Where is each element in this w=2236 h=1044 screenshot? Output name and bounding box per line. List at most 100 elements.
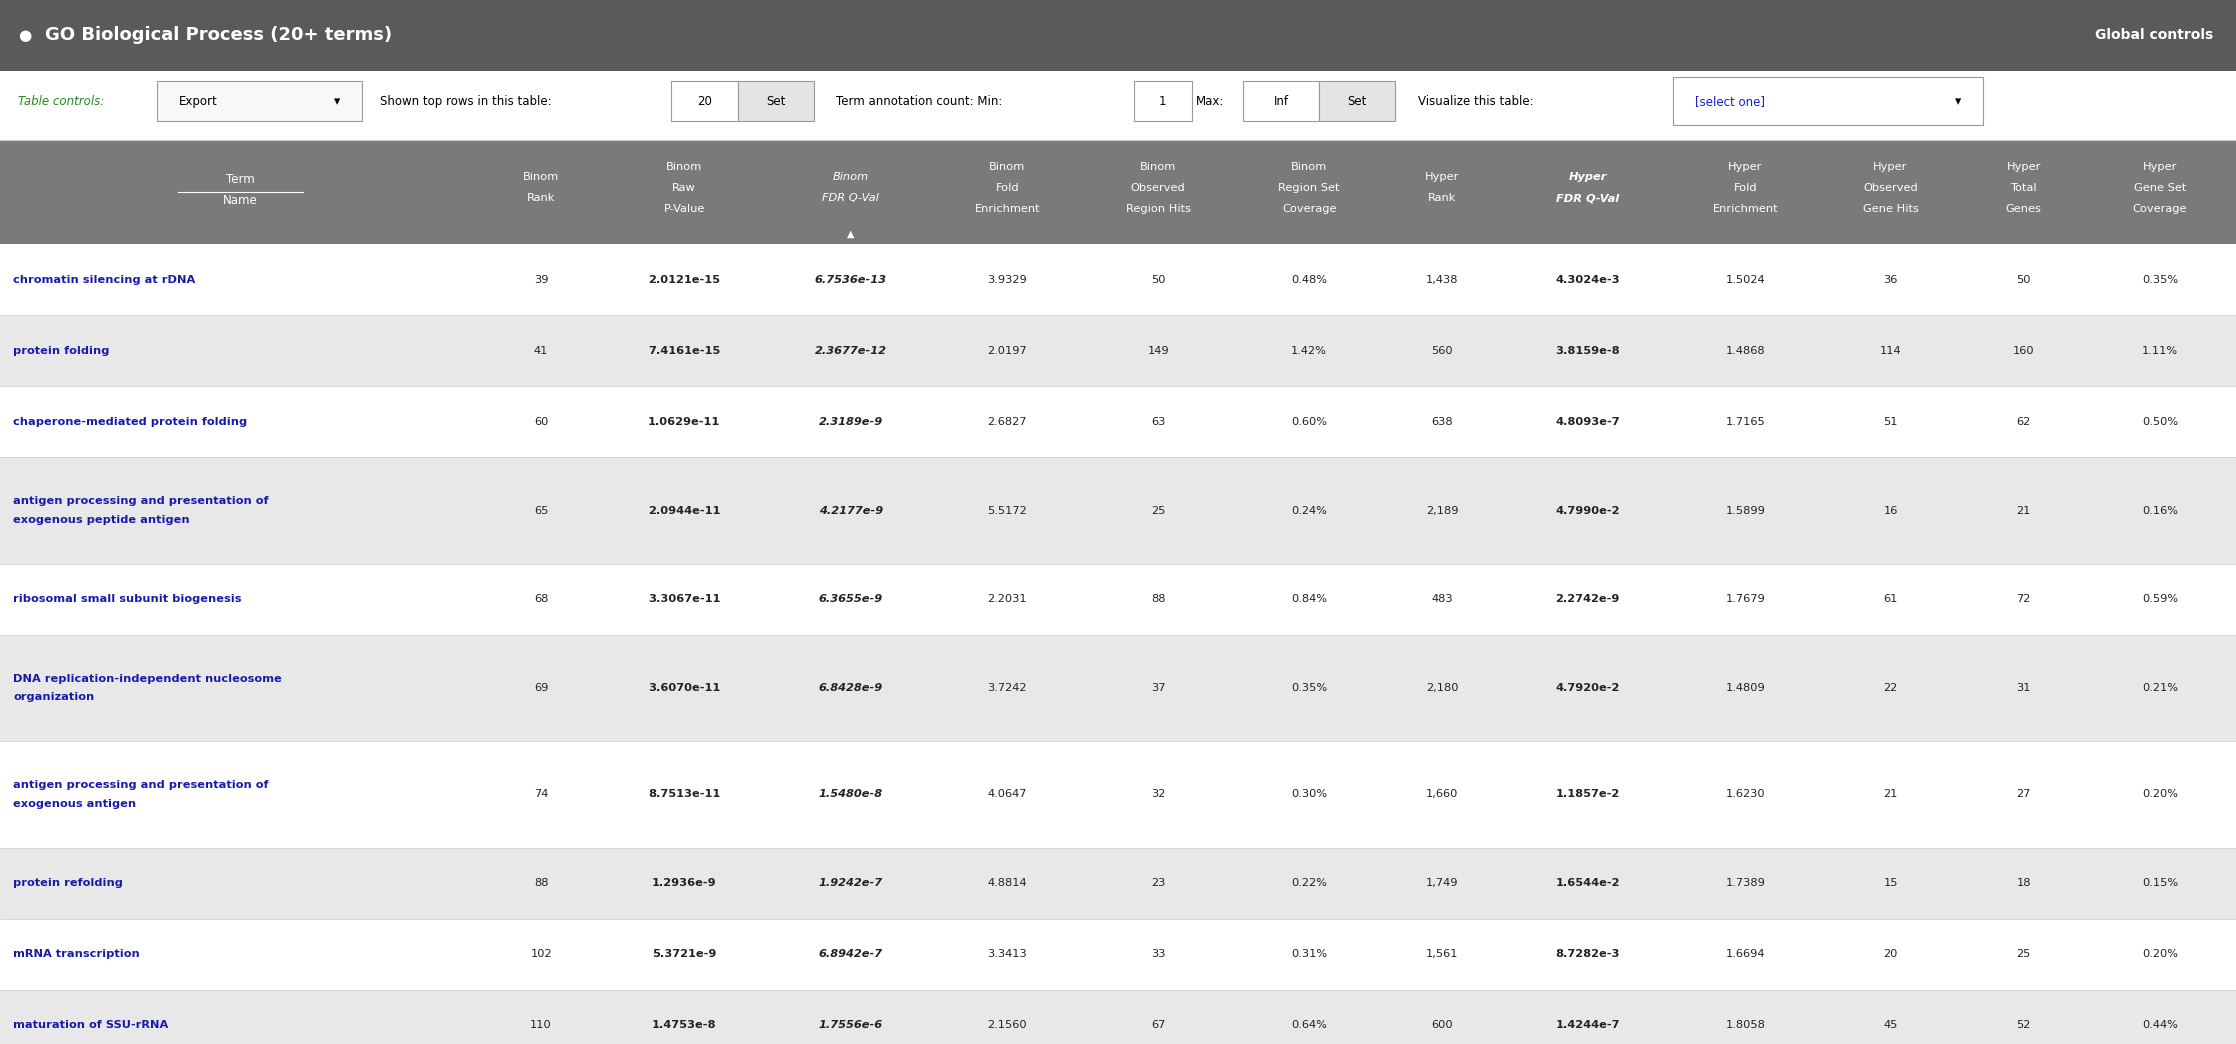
Text: Binom: Binom [523,172,559,183]
Text: Term annotation count: Min:: Term annotation count: Min: [836,95,1002,108]
Text: Hyper: Hyper [2006,162,2041,172]
Text: 1,660: 1,660 [1427,789,1458,800]
Text: 483: 483 [1431,594,1453,604]
Text: 4.2177e-9: 4.2177e-9 [818,505,883,516]
Text: 2.0944e-11: 2.0944e-11 [648,505,720,516]
Text: exogenous peptide antigen: exogenous peptide antigen [13,515,190,525]
Text: 1,749: 1,749 [1427,878,1458,888]
Text: GO Biological Process (20+ terms): GO Biological Process (20+ terms) [45,26,391,45]
Text: 102: 102 [530,949,552,959]
Text: Binom: Binom [832,172,870,183]
Text: protein folding: protein folding [13,346,110,356]
Text: 23: 23 [1152,878,1165,888]
Text: 110: 110 [530,1020,552,1030]
Text: DNA replication-independent nucleosome: DNA replication-independent nucleosome [13,673,282,684]
FancyBboxPatch shape [738,81,814,121]
Text: Hyper: Hyper [1874,162,1907,172]
Text: 3.8159e-8: 3.8159e-8 [1556,346,1619,356]
Text: 0.48%: 0.48% [1290,275,1328,285]
Text: chromatin silencing at rDNA: chromatin silencing at rDNA [13,275,197,285]
Text: 1.5899: 1.5899 [1726,505,1764,516]
Text: 1.4809: 1.4809 [1726,683,1764,693]
Text: Total: Total [2010,183,2037,193]
Text: 16: 16 [1883,505,1898,516]
Text: Export: Export [179,95,217,108]
FancyBboxPatch shape [0,0,2236,71]
Text: Binom: Binom [988,162,1026,172]
Text: Rank: Rank [1429,193,1456,204]
Text: 0.64%: 0.64% [1290,1020,1328,1030]
Text: 63: 63 [1152,417,1165,427]
Text: 2.2742e-9: 2.2742e-9 [1556,594,1619,604]
FancyBboxPatch shape [0,457,2236,564]
Text: chaperone-mediated protein folding: chaperone-mediated protein folding [13,417,248,427]
Text: 1,561: 1,561 [1427,949,1458,959]
Text: 1.4753e-8: 1.4753e-8 [653,1020,716,1030]
Text: Enrichment: Enrichment [1713,204,1778,214]
Text: 0.30%: 0.30% [1290,789,1328,800]
Text: 50: 50 [1152,275,1165,285]
FancyBboxPatch shape [0,635,2236,741]
Text: 21: 21 [1883,789,1898,800]
Text: Fold: Fold [1733,183,1757,193]
Text: FDR Q-Val: FDR Q-Val [823,193,879,204]
Text: 0.20%: 0.20% [2142,789,2178,800]
Text: 61: 61 [1883,594,1898,604]
Text: 6.7536e-13: 6.7536e-13 [814,275,888,285]
Text: 1.2936e-9: 1.2936e-9 [653,878,716,888]
Text: Rank: Rank [528,193,555,204]
Text: 27: 27 [2017,789,2030,800]
Text: 5.3721e-9: 5.3721e-9 [653,949,716,959]
Text: 6.8942e-7: 6.8942e-7 [818,949,883,959]
Text: 1.42%: 1.42% [1290,346,1328,356]
Text: 2.0197: 2.0197 [988,346,1026,356]
Text: 25: 25 [1152,505,1165,516]
Text: 36: 36 [1883,275,1898,285]
Text: 4.8814: 4.8814 [988,878,1026,888]
Text: 65: 65 [534,505,548,516]
Text: FDR Q-Val: FDR Q-Val [1556,193,1619,204]
Text: 0.35%: 0.35% [2142,275,2178,285]
Text: 69: 69 [534,683,548,693]
Text: 50: 50 [2017,275,2030,285]
Text: Region Hits: Region Hits [1125,204,1192,214]
Text: 15: 15 [1883,878,1898,888]
Text: 41: 41 [534,346,548,356]
Text: Genes: Genes [2006,204,2041,214]
Text: ribosomal small subunit biogenesis: ribosomal small subunit biogenesis [13,594,241,604]
Text: Max:: Max: [1196,95,1225,108]
Text: mRNA transcription: mRNA transcription [13,949,141,959]
Text: Observed: Observed [1863,183,1918,193]
Text: 68: 68 [534,594,548,604]
Text: 31: 31 [2017,683,2030,693]
Text: 1.5024: 1.5024 [1726,275,1764,285]
Text: antigen processing and presentation of: antigen processing and presentation of [13,496,268,506]
Text: Name: Name [224,194,257,207]
FancyBboxPatch shape [0,990,2236,1044]
Text: 8.7282e-3: 8.7282e-3 [1556,949,1619,959]
Text: 32: 32 [1152,789,1165,800]
Text: Set: Set [1348,95,1366,108]
Text: ▾: ▾ [1954,95,1961,108]
Text: 560: 560 [1431,346,1453,356]
Text: 0.21%: 0.21% [2142,683,2178,693]
Text: 2,180: 2,180 [1427,683,1458,693]
Text: 1.7679: 1.7679 [1726,594,1764,604]
Text: 3.3067e-11: 3.3067e-11 [648,594,720,604]
Text: 5.5172: 5.5172 [988,505,1026,516]
Text: 114: 114 [1880,346,1901,356]
Text: 4.3024e-3: 4.3024e-3 [1556,275,1619,285]
Text: 0.60%: 0.60% [1290,417,1328,427]
Text: 0.24%: 0.24% [1290,505,1328,516]
Text: 51: 51 [1883,417,1898,427]
Text: 0.35%: 0.35% [1290,683,1328,693]
Text: 39: 39 [534,275,548,285]
Text: Binom: Binom [1140,162,1176,172]
Text: Table controls:: Table controls: [18,95,105,108]
Text: 7.4161e-15: 7.4161e-15 [648,346,720,356]
Text: 149: 149 [1147,346,1169,356]
Text: 0.59%: 0.59% [2142,594,2178,604]
Text: 4.7920e-2: 4.7920e-2 [1556,683,1619,693]
Text: antigen processing and presentation of: antigen processing and presentation of [13,780,268,790]
Text: 1.1857e-2: 1.1857e-2 [1556,789,1619,800]
